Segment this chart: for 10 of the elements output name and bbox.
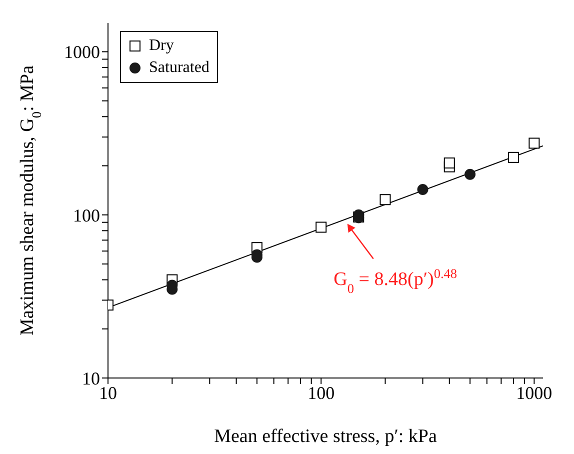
x-tick-label: 1000	[516, 382, 552, 403]
y-tick-label: 1000	[64, 42, 100, 62]
x-tick-label: 10	[99, 382, 117, 403]
legend-label: Dry	[149, 37, 174, 55]
x-tick-label: 100	[308, 382, 335, 403]
x-axis-title: Mean effective stress, p′: kPa	[214, 426, 438, 447]
y-tick-label: 10	[82, 368, 100, 388]
annotation: G$_{0}$ = 8.48(p′)$^{0.48}$	[334, 265, 458, 296]
legend-label: Saturated	[149, 59, 210, 77]
y-tick-label: 100	[73, 205, 100, 226]
